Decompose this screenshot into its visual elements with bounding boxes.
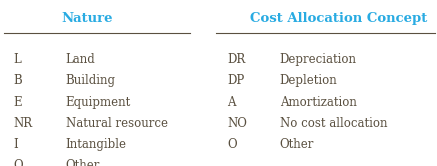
Text: No cost allocation: No cost allocation bbox=[280, 117, 387, 130]
Text: B: B bbox=[13, 74, 22, 87]
Text: Cost Allocation Concept: Cost Allocation Concept bbox=[250, 12, 427, 25]
Text: NR: NR bbox=[13, 117, 32, 130]
Text: Nature: Nature bbox=[62, 12, 113, 25]
Text: I: I bbox=[13, 138, 18, 151]
Text: Amortization: Amortization bbox=[280, 96, 357, 109]
Text: NO: NO bbox=[227, 117, 247, 130]
Text: Intangible: Intangible bbox=[66, 138, 127, 151]
Text: Land: Land bbox=[66, 53, 95, 66]
Text: Other: Other bbox=[280, 138, 314, 151]
Text: O: O bbox=[13, 159, 23, 166]
Text: E: E bbox=[13, 96, 22, 109]
Text: O: O bbox=[227, 138, 237, 151]
Text: Natural resource: Natural resource bbox=[66, 117, 167, 130]
Text: Depletion: Depletion bbox=[280, 74, 337, 87]
Text: Other: Other bbox=[66, 159, 100, 166]
Text: Equipment: Equipment bbox=[66, 96, 131, 109]
Text: DR: DR bbox=[227, 53, 246, 66]
Text: L: L bbox=[13, 53, 21, 66]
Text: Building: Building bbox=[66, 74, 115, 87]
Text: Depreciation: Depreciation bbox=[280, 53, 357, 66]
Text: A: A bbox=[227, 96, 236, 109]
Text: DP: DP bbox=[227, 74, 244, 87]
